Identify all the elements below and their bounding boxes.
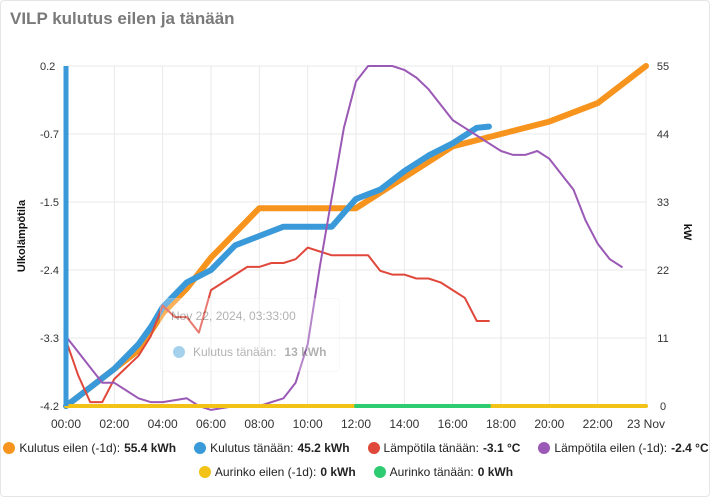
right-axis-tick-label: 55 bbox=[657, 61, 669, 73]
axis-layer: 0.2 55 -0.7 44 -1.5 33 -2.4 22 -3.3 11 -4.2 0 00:00 0… bbox=[16, 61, 693, 431]
legend-label: Lämpötila eilen (-1d): bbox=[554, 441, 668, 455]
x-axis-tick-label: 10:00 bbox=[293, 417, 323, 431]
right-axis-tick-label: 11 bbox=[657, 333, 668, 345]
legend-item-kulutus-eilen[interactable]: Kulutus eilen (-1d): 55.4 kWh bbox=[3, 441, 176, 455]
left-axis-tick-label: -0.7 bbox=[40, 129, 59, 141]
tooltip-value: 13 kWh bbox=[284, 345, 327, 359]
legend-item-lampotila-eilen[interactable]: Lämpötila eilen (-1d): -2.4 °C bbox=[538, 441, 709, 455]
left-axis-tick-label: -3.3 bbox=[40, 333, 59, 345]
legend: Kulutus eilen (-1d): 55.4 kWh Kulutus tä… bbox=[0, 436, 712, 484]
legend-item-lampotila-tanaan[interactable]: Lämpötila tänään: -3.1 °C bbox=[367, 441, 521, 455]
legend-label: Lämpötila tänään: bbox=[383, 441, 479, 455]
hover-tooltip: Nov 22, 2024, 03:33:00 Kulutus tänään: 1… bbox=[160, 298, 340, 372]
legend-label: Kulutus tänään: bbox=[210, 441, 294, 455]
x-axis-tick-label: 08:00 bbox=[244, 417, 274, 431]
legend-label: Kulutus eilen (-1d): bbox=[19, 441, 121, 455]
right-axis-tick-label: 22 bbox=[657, 265, 669, 277]
legend-dot bbox=[3, 442, 16, 454]
legend-dot bbox=[538, 442, 551, 454]
legend-dot bbox=[194, 442, 207, 454]
left-axis-tick-label: 0.2 bbox=[40, 61, 55, 73]
x-axis-tick-label: 00:00 bbox=[51, 417, 81, 431]
tooltip-row: Kulutus tänään: 13 kWh bbox=[173, 345, 326, 359]
legend-dot bbox=[198, 466, 211, 478]
legend-value: 45.2 kWh bbox=[297, 441, 350, 455]
legend-dot bbox=[373, 466, 386, 478]
x-axis-tick-label: 16:00 bbox=[438, 417, 468, 431]
card-title: VILP kulutus eilen ja tänään bbox=[10, 9, 235, 28]
tooltip-time: Nov 22, 2024, 03:33:00 bbox=[171, 309, 296, 323]
series-line-kulutus-t-n-n bbox=[63, 123, 492, 409]
legend-value: 0 kWh bbox=[477, 465, 514, 479]
legend-label: Aurinko eilen (-1d): bbox=[214, 465, 317, 479]
right-axis-title: kW bbox=[681, 224, 693, 241]
x-axis-tick-label: 06:00 bbox=[196, 417, 226, 431]
series-line-kulutus-eilen-1d bbox=[63, 63, 649, 409]
x-axis-tick-label: 18:00 bbox=[486, 417, 516, 431]
legend-item-kulutus-tanaan[interactable]: Kulutus tänään: 45.2 kWh bbox=[194, 441, 350, 455]
legend-value: 55.4 kWh bbox=[124, 441, 177, 455]
series-layer bbox=[63, 63, 649, 411]
legend-row-2: Aurinko eilen (-1d): 0 kWh Aurinko tänää… bbox=[0, 460, 712, 484]
tooltip-series-dot bbox=[173, 346, 185, 358]
x-axis-tick-label: 23 Nov bbox=[627, 417, 665, 431]
series-line-l-mp-tila-t-n-n bbox=[65, 246, 490, 404]
left-axis-tick-label: -4.2 bbox=[40, 401, 59, 413]
x-axis-tick-label: 20:00 bbox=[534, 417, 564, 431]
x-axis-tick-label: 22:00 bbox=[583, 417, 613, 431]
x-axis-tick-label: 14:00 bbox=[389, 417, 419, 431]
series-line-l-mp-tila-eilen-1d bbox=[65, 65, 623, 411]
right-axis-tick-label: 33 bbox=[657, 197, 669, 209]
x-axis-tick-label: 12:00 bbox=[341, 417, 371, 431]
tooltip-series-label: Kulutus tänään: bbox=[193, 345, 277, 359]
left-axis-tick-label: -2.4 bbox=[40, 265, 59, 277]
legend-item-aurinko-tanaan[interactable]: Aurinko tänään: 0 kWh bbox=[373, 465, 514, 479]
x-axis-tick-label: 04:00 bbox=[148, 417, 178, 431]
x-axis-tick-label: 02:00 bbox=[99, 417, 129, 431]
legend-value: -2.4 °C bbox=[671, 441, 709, 455]
right-axis-tick-label: 0 bbox=[660, 401, 666, 413]
legend-value: -3.1 °C bbox=[482, 441, 521, 455]
legend-value: 0 kWh bbox=[320, 465, 356, 479]
legend-label: Aurinko tänään: bbox=[389, 465, 474, 479]
right-axis-tick-label: 44 bbox=[657, 129, 669, 141]
left-axis-title: Ulkolämpötila bbox=[16, 199, 28, 272]
legend-row-1: Kulutus eilen (-1d): 55.4 kWh Kulutus tä… bbox=[0, 436, 712, 460]
legend-item-aurinko-eilen[interactable]: Aurinko eilen (-1d): 0 kWh bbox=[198, 465, 356, 479]
legend-dot bbox=[367, 442, 380, 454]
left-axis-tick-label: -1.5 bbox=[40, 197, 59, 209]
